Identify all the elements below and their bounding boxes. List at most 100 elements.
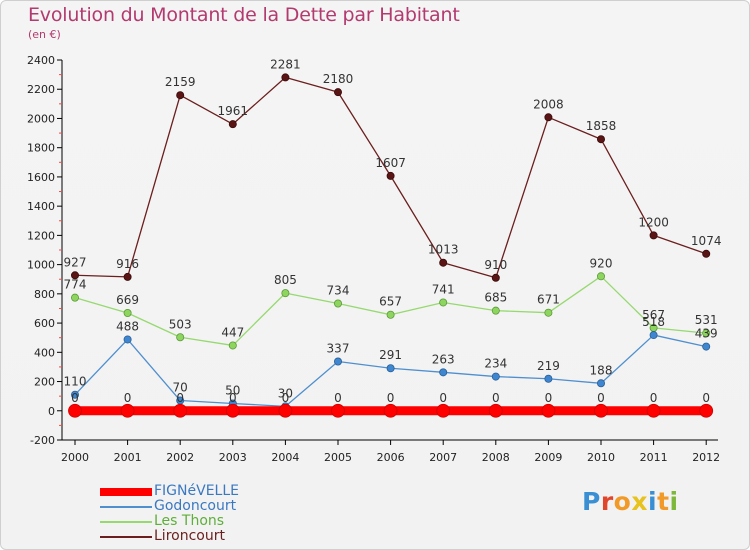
data-point: [228, 341, 237, 350]
data-point: [383, 403, 398, 418]
data-point: [702, 329, 711, 338]
data-point: [278, 403, 293, 418]
data-label: 567: [642, 308, 665, 322]
data-label: 685: [484, 291, 507, 305]
logo-letter: o: [613, 487, 632, 516]
data-label: 0: [702, 391, 710, 405]
y-tick-label: 1800: [27, 142, 55, 155]
data-point: [439, 258, 448, 267]
x-tick-label: 2012: [692, 451, 720, 464]
x-tick-label: 2008: [482, 451, 510, 464]
chart-title: Evolution du Montant de la Dette par Hab…: [28, 4, 460, 26]
y-tick-label: 0: [48, 405, 55, 418]
y-tick-label: 1600: [27, 171, 55, 184]
data-point: [333, 299, 342, 308]
y-tick-label: 400: [34, 346, 55, 359]
legend-label: Les Thons: [154, 513, 225, 529]
data-point: [597, 135, 606, 144]
data-label: 1200: [638, 215, 669, 229]
data-point: [123, 308, 132, 317]
data-label: 669: [116, 293, 139, 307]
data-label: 1607: [375, 156, 406, 170]
data-label: 219: [537, 359, 560, 373]
y-tick-label: 600: [34, 317, 55, 330]
data-label: 0: [282, 391, 290, 405]
x-tick-label: 2000: [61, 451, 89, 464]
data-label: 1858: [586, 119, 617, 133]
y-tick-label: 2000: [27, 112, 55, 125]
legend-swatch: [100, 520, 152, 523]
x-tick-label: 2005: [324, 451, 352, 464]
data-label: 927: [64, 255, 87, 269]
data-point: [488, 403, 503, 418]
x-tick-label: 2011: [640, 451, 668, 464]
data-point: [333, 88, 342, 97]
data-label: 0: [492, 391, 500, 405]
y-tick-label: -200: [30, 434, 55, 447]
data-point: [176, 91, 185, 100]
data-point: [702, 342, 711, 351]
proxiti-logo: Proxiti: [582, 487, 679, 516]
data-label: 734: [327, 283, 350, 297]
data-point: [71, 293, 80, 302]
data-point: [281, 73, 290, 82]
y-tick-label: 1200: [27, 229, 55, 242]
logo-letter: i: [669, 487, 679, 516]
y-tick-label: 200: [34, 376, 55, 389]
data-label: 0: [176, 391, 184, 405]
data-point: [228, 120, 237, 129]
data-label: 1013: [428, 243, 459, 257]
data-point: [68, 403, 82, 418]
data-label: 0: [387, 391, 395, 405]
data-label: 1074: [691, 234, 722, 248]
data-point: [544, 113, 553, 122]
data-label: 70: [173, 381, 188, 395]
legend-label: Lironcourt: [154, 528, 225, 544]
data-point: [225, 403, 240, 418]
logo-letter: i: [648, 487, 658, 516]
data-label: 531: [695, 313, 718, 327]
data-label: 30: [278, 386, 293, 400]
data-point: [649, 331, 658, 340]
data-label: 234: [484, 357, 507, 371]
y-tick-label: 2400: [27, 54, 55, 67]
y-tick-label: 1000: [27, 259, 55, 272]
legend-swatch: [100, 535, 152, 538]
data-label: 188: [590, 363, 613, 377]
data-point: [594, 403, 608, 418]
data-point: [439, 298, 448, 307]
data-point: [646, 403, 661, 418]
data-point: [281, 289, 290, 298]
legend-item: Lironcourt: [100, 529, 239, 544]
legend: FIGNéVELLE Godoncourt Les Thons Lironcourt: [100, 484, 239, 544]
data-point: [597, 379, 606, 388]
data-label: 447: [221, 325, 244, 339]
data-label: 110: [64, 375, 87, 389]
data-label: 0: [545, 391, 553, 405]
logo-letter: t: [657, 487, 670, 516]
data-point: [386, 364, 395, 373]
legend-swatch: [100, 487, 152, 496]
data-label: 920: [590, 256, 613, 270]
data-label: 0: [439, 391, 447, 405]
data-label: 805: [274, 273, 297, 287]
data-label: 518: [642, 315, 665, 329]
data-label: 0: [334, 391, 342, 405]
y-tick-label: 800: [34, 288, 55, 301]
data-point: [71, 271, 80, 280]
data-point: [541, 403, 556, 418]
data-point: [649, 231, 658, 240]
data-point: [491, 273, 500, 282]
legend-item: Godoncourt: [100, 499, 239, 514]
data-label: 910: [484, 258, 507, 272]
data-point: [699, 403, 714, 418]
data-label: 0: [650, 391, 658, 405]
data-point: [123, 272, 132, 281]
logo-letter: P: [582, 487, 601, 516]
y-tick-label: 1400: [27, 200, 55, 213]
data-point: [544, 374, 553, 383]
data-point: [702, 249, 711, 258]
logo-letter: x: [631, 487, 648, 516]
y-tick-label: 2200: [27, 83, 55, 96]
